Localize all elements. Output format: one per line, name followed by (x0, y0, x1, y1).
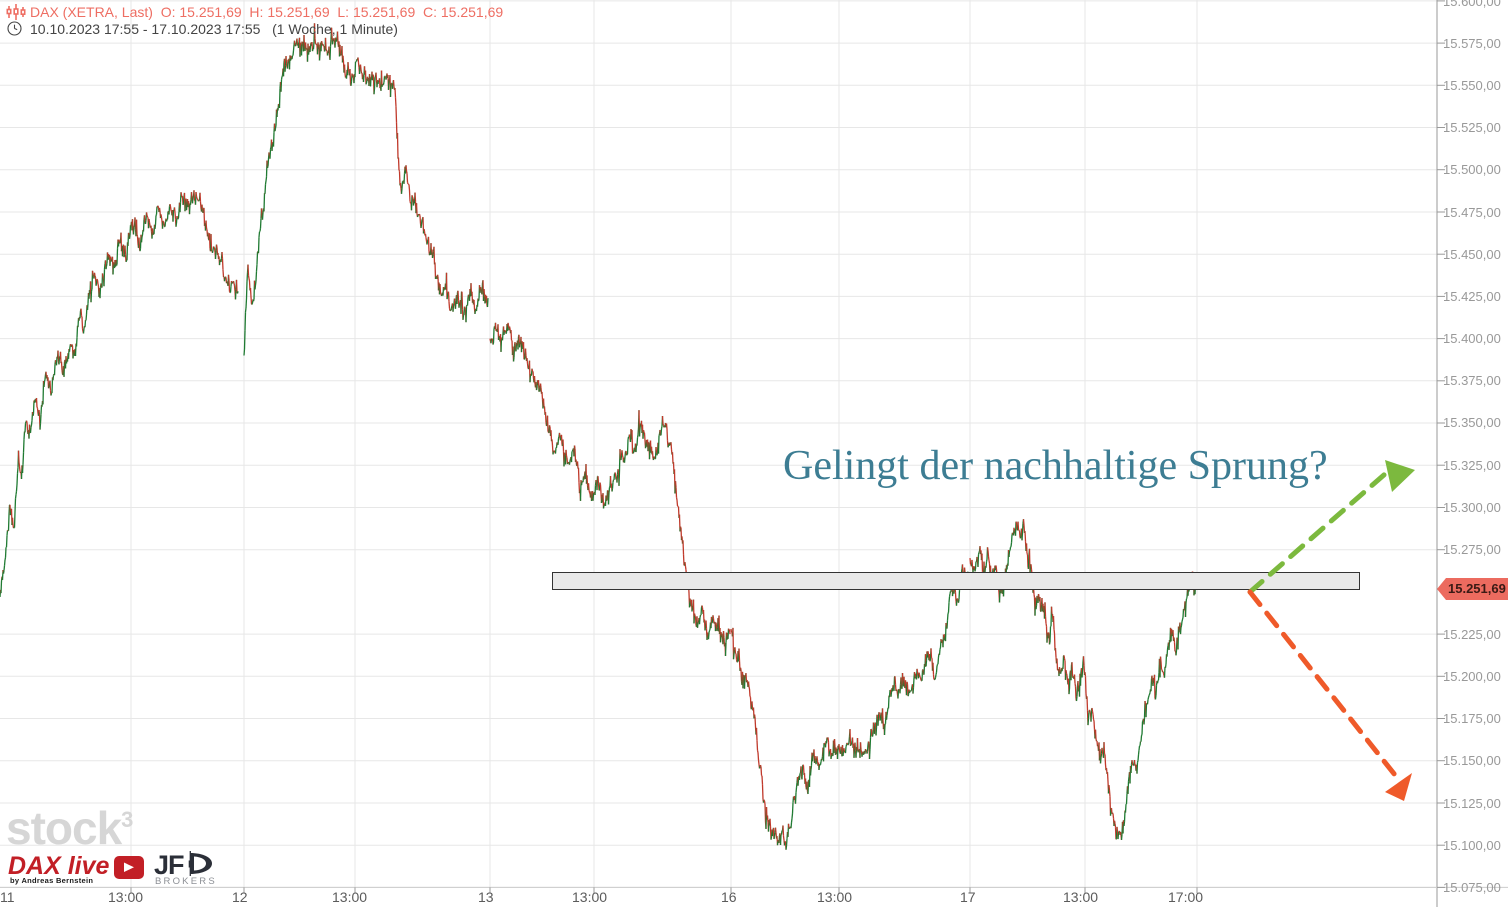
svg-text:by Andreas Bernstein: by Andreas Bernstein (10, 876, 93, 885)
svg-text:BROKERS: BROKERS (155, 876, 217, 885)
